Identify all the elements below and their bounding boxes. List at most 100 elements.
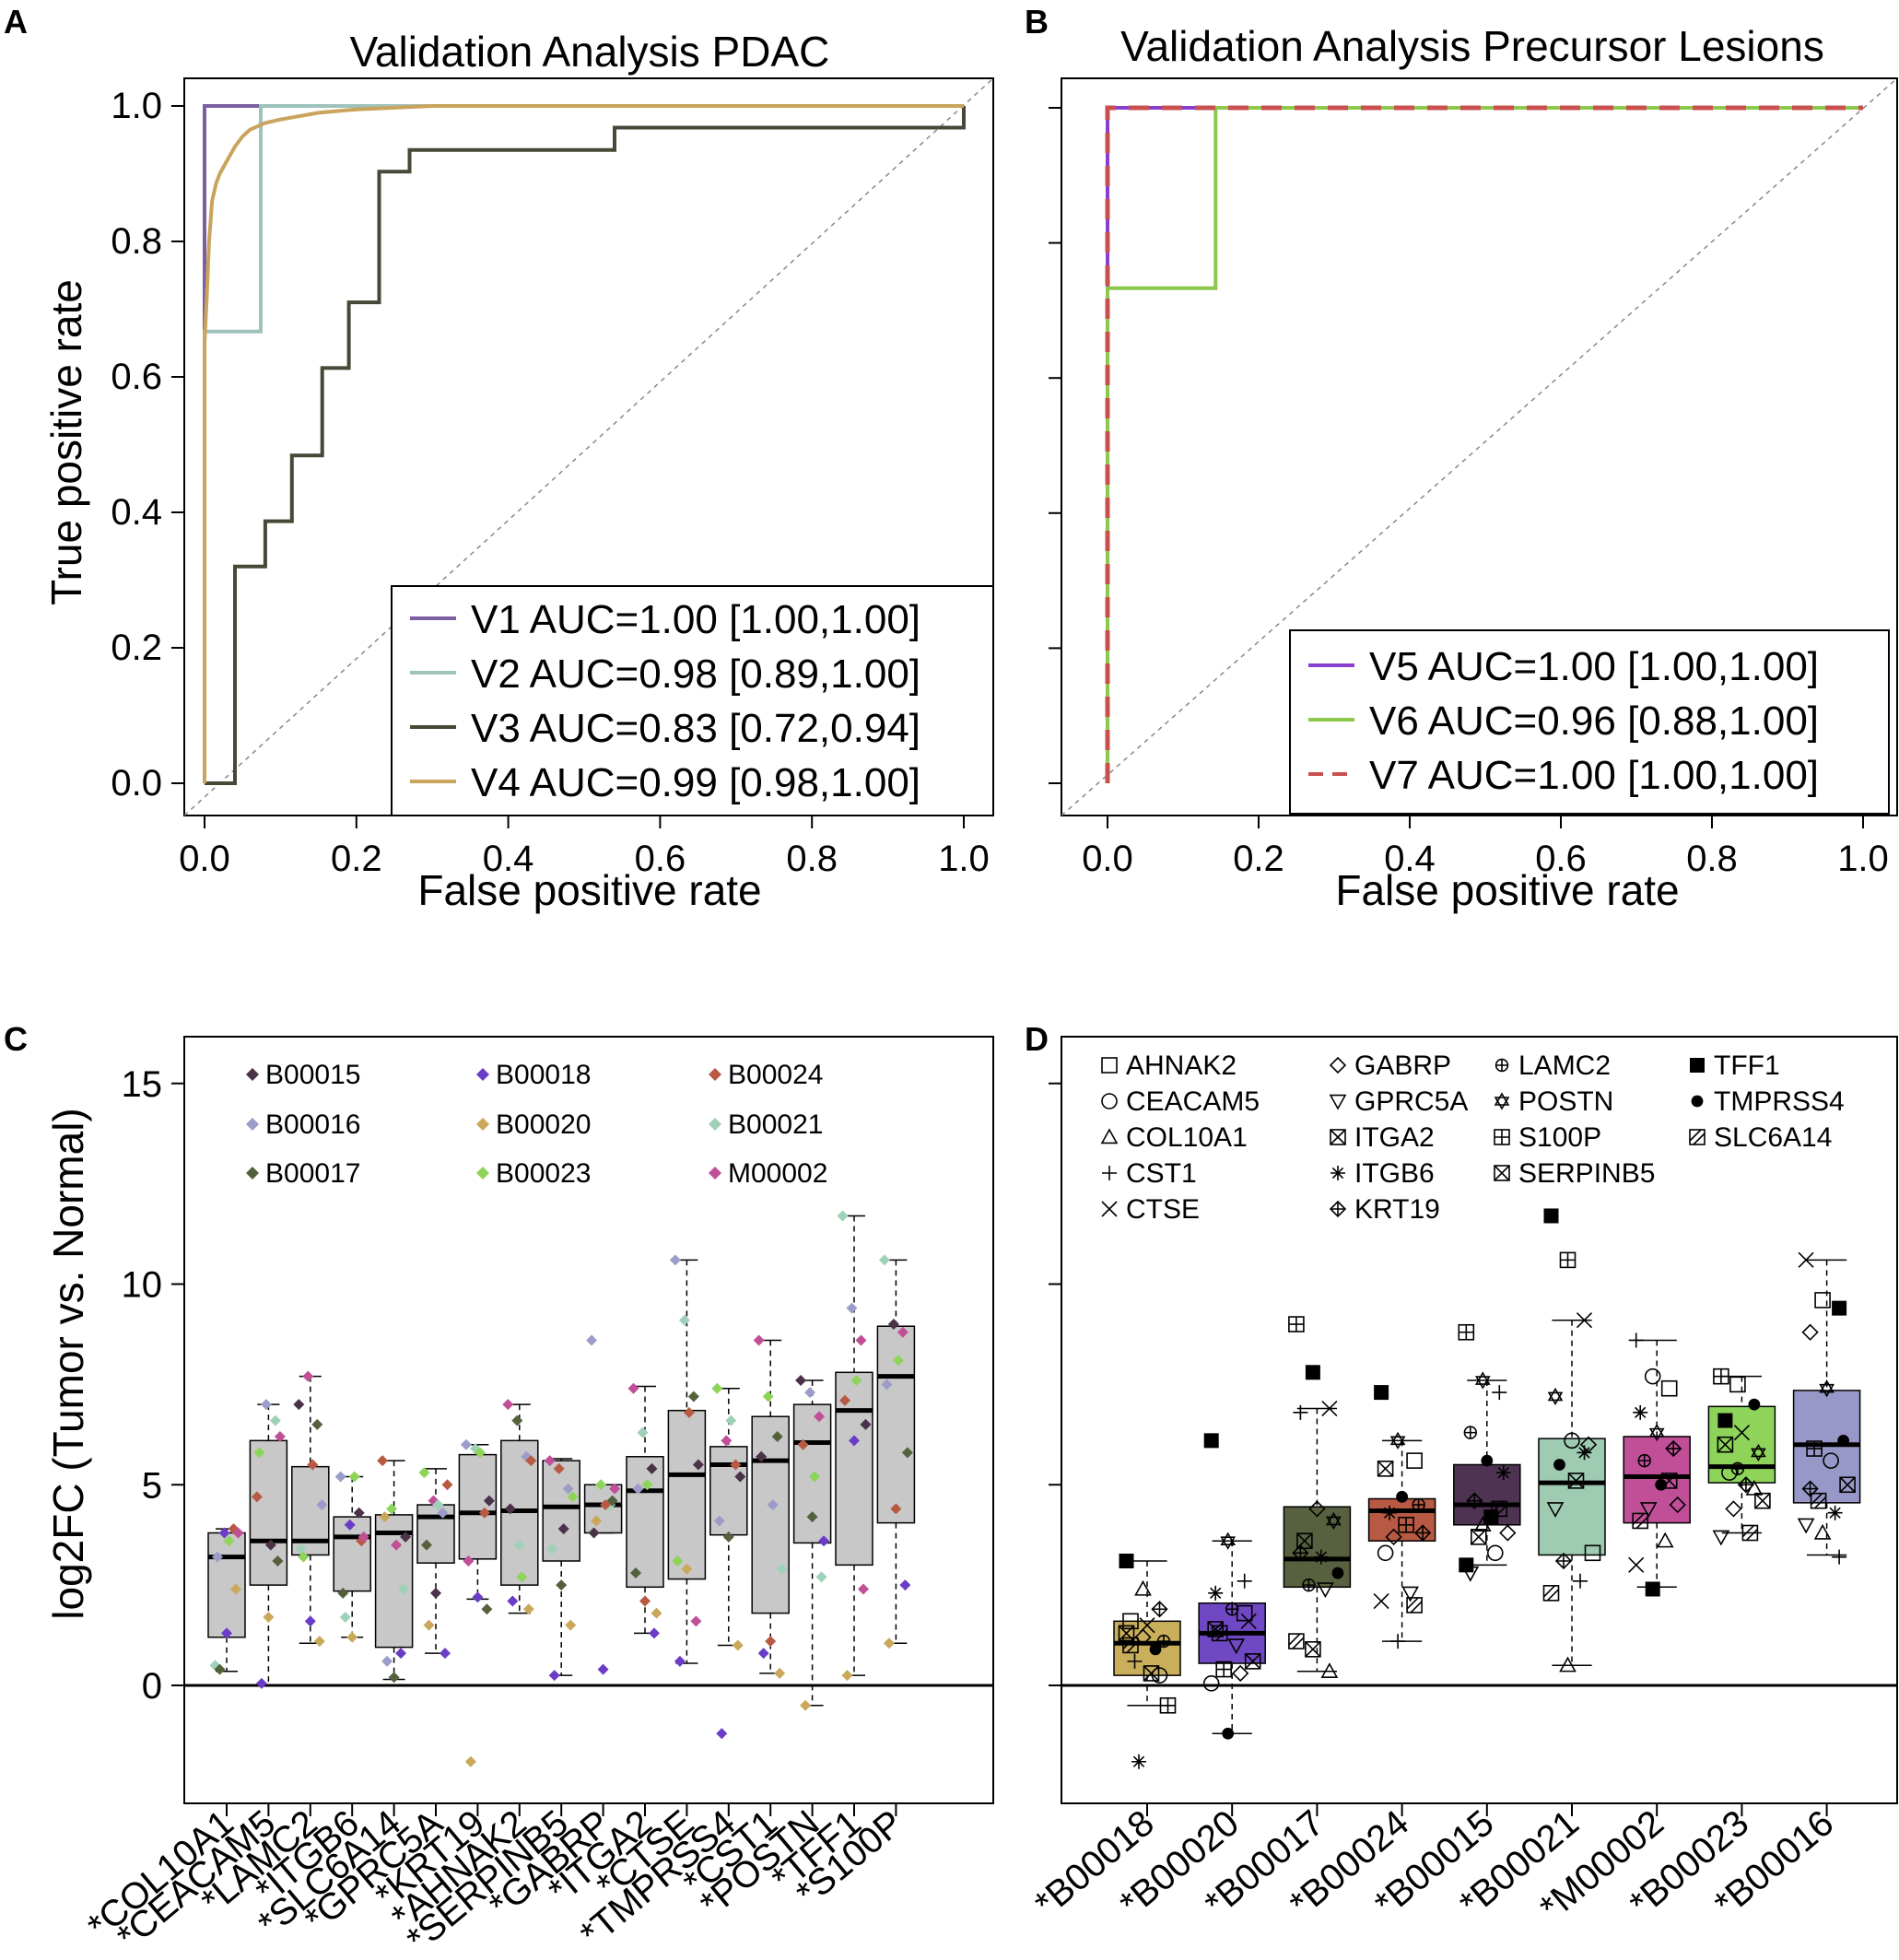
data-point [1543, 1208, 1559, 1224]
legend-label: B00015 [265, 1060, 360, 1090]
legend-label: ITGA2 [1354, 1122, 1435, 1153]
x-tick-label: 0.0 [1082, 839, 1133, 879]
data-point [1288, 1316, 1305, 1332]
data-point [1584, 1544, 1601, 1562]
data-point [337, 1587, 349, 1599]
data-point [716, 1728, 728, 1740]
data-point [1839, 1476, 1856, 1494]
data-point [1644, 1367, 1661, 1385]
legend-label: V6 AUC=0.96 [0.88,1.00] [1369, 698, 1819, 744]
data-point [298, 1551, 310, 1563]
data-point [734, 1471, 746, 1483]
data-point [678, 1314, 690, 1326]
y-axis-title: log2FC (Tumor vs. Normal) [44, 1108, 92, 1619]
data-point [855, 1334, 867, 1346]
data-point [1317, 1582, 1334, 1599]
data-point [504, 1503, 516, 1515]
legend-label: V7 AUC=1.00 [1.00,1.00] [1369, 753, 1819, 798]
data-point [1225, 1602, 1239, 1616]
data-point [1648, 1424, 1665, 1442]
data-point [1801, 1480, 1819, 1497]
data-point [1406, 1452, 1423, 1469]
legend-label: B00024 [728, 1060, 823, 1090]
data-point [1474, 1371, 1491, 1390]
data-point [1487, 1544, 1504, 1562]
data-point [483, 1495, 495, 1507]
data-point [1463, 1426, 1478, 1439]
data-point [565, 1619, 577, 1631]
data-point [395, 1648, 407, 1660]
data-point [591, 1515, 603, 1527]
data-point [860, 1418, 872, 1430]
data-point [1559, 1656, 1577, 1672]
data-point [1633, 1404, 1648, 1420]
data-point [1483, 1509, 1499, 1525]
data-point [1559, 1251, 1577, 1269]
data-point [437, 1507, 449, 1519]
data-point [358, 1531, 369, 1543]
data-point [1814, 1292, 1831, 1309]
y-tick-label: 0.8 [111, 221, 162, 262]
data-point [630, 1567, 641, 1579]
legend-marker [1102, 1166, 1117, 1180]
data-point [381, 1655, 393, 1667]
data-point [260, 1399, 272, 1411]
data-point [1373, 1592, 1389, 1610]
data-point [1473, 1516, 1492, 1532]
data-point [1134, 1628, 1152, 1646]
legend-marker [1495, 1058, 1509, 1073]
reference-diagonal [1061, 78, 1897, 816]
data-point [478, 1507, 490, 1519]
data-point [544, 1455, 556, 1467]
legend-label: B00016 [265, 1109, 360, 1140]
legend-marker [1101, 1057, 1118, 1074]
legend-marker [1689, 1129, 1706, 1145]
legend-label: AHNAK2 [1126, 1050, 1237, 1081]
legend-marker [476, 1068, 489, 1081]
legend-label: TFF1 [1714, 1050, 1780, 1081]
data-point [1382, 1505, 1398, 1520]
box [1538, 1438, 1606, 1556]
data-point [1481, 1454, 1494, 1467]
legend-marker [1494, 1129, 1510, 1145]
data-point [481, 1603, 493, 1615]
legend-label: S100P [1518, 1122, 1601, 1153]
data-point [1554, 1552, 1573, 1570]
data-point [1237, 1573, 1252, 1589]
data-point [804, 1387, 816, 1399]
data-point [311, 1418, 323, 1430]
data-point [1748, 1398, 1761, 1411]
data-point [221, 1627, 232, 1639]
legend-label: V5 AUC=1.00 [1.00,1.00] [1369, 644, 1819, 689]
data-point [669, 1254, 681, 1266]
legend-marker [1330, 1166, 1345, 1180]
plot-frame [1061, 1036, 1898, 1804]
data-point [1745, 1479, 1764, 1496]
data-point [1320, 1662, 1339, 1678]
legend-marker [709, 1118, 721, 1131]
data-point [600, 1499, 612, 1511]
legend-marker [1329, 1094, 1347, 1110]
data-point [901, 1447, 913, 1459]
data-point [307, 1459, 319, 1471]
data-point [1751, 1443, 1766, 1462]
data-point [881, 1379, 893, 1391]
box [751, 1415, 790, 1614]
legend-marker [709, 1068, 721, 1081]
reference-diagonal [184, 78, 993, 816]
data-point [525, 1455, 537, 1467]
data-point [1236, 1604, 1253, 1622]
panel-letter-c: C [4, 1020, 28, 1058]
legend-marker [1101, 1093, 1118, 1109]
data-point [421, 1539, 432, 1551]
data-point [757, 1648, 769, 1660]
data-point [1390, 1634, 1406, 1649]
data-point [1288, 1633, 1305, 1649]
data-point [1491, 1500, 1508, 1518]
box [207, 1532, 246, 1638]
data-point [627, 1382, 639, 1394]
data-point [562, 1483, 574, 1495]
data-point [1305, 1641, 1321, 1658]
data-point [892, 1355, 904, 1367]
data-point [1203, 1433, 1219, 1449]
